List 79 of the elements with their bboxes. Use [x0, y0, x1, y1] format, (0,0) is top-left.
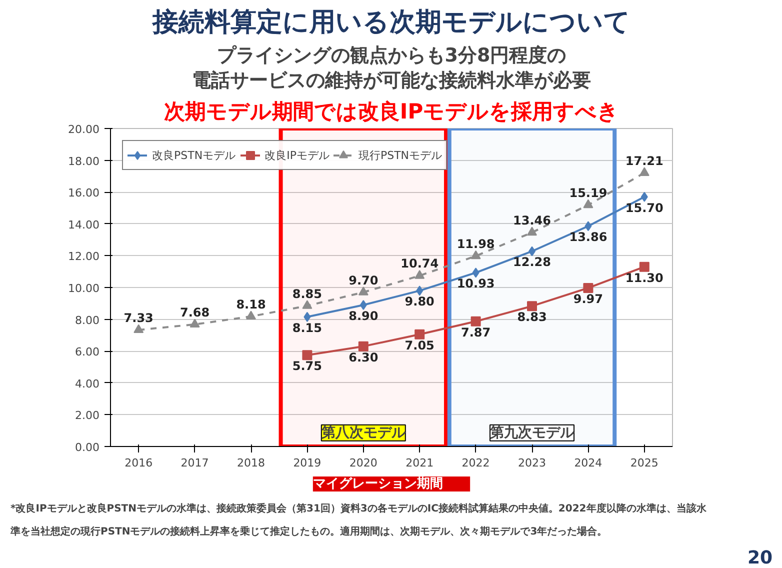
y-tick-label: 2.00	[75, 409, 100, 422]
point	[583, 282, 594, 293]
data-label: 8.83	[517, 310, 547, 324]
data-label: 15.70	[625, 200, 664, 215]
point	[639, 262, 650, 272]
data-label: 9.80	[404, 294, 434, 309]
y-tick-label: 20.00	[68, 123, 100, 136]
point	[304, 312, 311, 322]
point	[302, 350, 312, 360]
x-tick-label: 2025	[630, 456, 658, 470]
point	[414, 329, 425, 340]
x-tick-label: 2018	[237, 456, 266, 470]
data-label: 17.21	[625, 154, 664, 168]
point	[302, 300, 312, 309]
y-tick-label: 6.00	[75, 346, 100, 359]
data-label: 10.93	[456, 276, 495, 291]
y-tick-label: 4.00	[75, 377, 100, 390]
legend-label: 改良PSTNモデル	[152, 148, 236, 162]
data-label: 12.28	[513, 255, 551, 270]
point	[639, 167, 650, 176]
data-label: 8.18	[236, 297, 266, 312]
data-label: 8.90	[348, 308, 378, 323]
point	[134, 324, 144, 334]
point	[358, 286, 368, 296]
data-label: 6.30	[348, 350, 378, 364]
data-label: 15.19	[569, 186, 608, 200]
x-tick-label: 2024	[574, 456, 602, 470]
point	[416, 286, 424, 296]
y-tick-label: 14.00	[68, 218, 100, 232]
y-tick-label: 0.00	[75, 441, 100, 454]
point	[583, 199, 594, 208]
x-tick-label: 2016	[124, 456, 153, 470]
point	[246, 310, 256, 320]
point	[414, 270, 425, 279]
data-label: 11.30	[625, 270, 664, 285]
point	[527, 226, 537, 236]
data-label: 8.15	[292, 320, 322, 335]
x-tick-label: 2020	[349, 456, 378, 470]
point	[470, 250, 481, 260]
x-tick-label: 2022	[462, 456, 490, 470]
x-tick-label: 2017	[180, 456, 209, 470]
point	[470, 316, 481, 326]
text: 20	[747, 548, 773, 568]
data-label: 13.46	[513, 213, 551, 228]
point	[360, 300, 367, 310]
point	[472, 268, 480, 278]
point	[190, 318, 200, 328]
text: 電話サービスの維持が可能な接続料水準が必要	[192, 70, 591, 92]
data-label: 7.33	[124, 310, 154, 325]
text: 準を当社想定の現行PSTNモデルの接続料上昇率を乗じて推定したもの。適用期間は、次期モデル、次々期モデルで3年だった場合。	[10, 526, 608, 538]
text: *改良IPモデルと改良PSTNモデルの水準は、接続政策委員会（第31回）資料3の各モデルのIC接続料試算結果の中央値。2022年度以降の水準は、当該水	[10, 502, 708, 514]
data-label: 7.87	[460, 325, 491, 340]
point	[584, 221, 592, 232]
data-label: 7.05	[404, 338, 434, 352]
x-tick-label: 2023	[518, 456, 546, 470]
text: 次期モデル期間では改良IPモデルを採用すべき	[164, 100, 620, 124]
point	[640, 192, 648, 202]
data-label: 11.98	[456, 237, 495, 252]
chart-title: 接続料算定に用いる次期モデルについて	[152, 8, 630, 38]
data-label: 13.86	[569, 230, 608, 244]
y-tick-label: 8.00	[75, 314, 100, 327]
point	[527, 301, 537, 312]
data-label: 5.75	[292, 359, 322, 374]
y-tick-label: 12.00	[68, 250, 100, 264]
data-label: 7.68	[180, 305, 210, 320]
y-tick-label: 18.00	[68, 154, 100, 168]
data-label: 10.74	[400, 256, 439, 271]
x-tick-label: 2019	[293, 456, 322, 470]
y-tick-label: 10.00	[68, 282, 100, 295]
data-label: 9.70	[348, 273, 378, 288]
legend-label: 改良IPモデル	[264, 148, 330, 162]
legend-label: 現行PSTNモデル	[358, 148, 442, 162]
chart-subtitle: プライシングの観点からも3分8円程度の	[216, 44, 566, 66]
y-tick-label: 16.00	[68, 186, 100, 200]
data-label: 8.85	[292, 286, 322, 301]
text: マイグレーション期間	[312, 476, 443, 492]
point	[358, 341, 368, 352]
data-label: 9.97	[573, 292, 604, 306]
x-tick-label: 2021	[406, 456, 434, 470]
